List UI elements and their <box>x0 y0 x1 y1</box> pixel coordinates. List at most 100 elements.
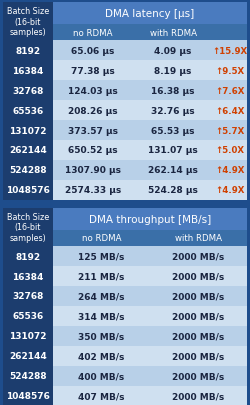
Bar <box>53 230 150 246</box>
Bar <box>3 41 53 61</box>
Text: ↑15.9X: ↑15.9X <box>212 47 248 55</box>
Bar <box>133 61 213 81</box>
Bar <box>3 306 53 326</box>
Bar <box>133 161 213 181</box>
Bar <box>53 81 133 101</box>
Text: 8192: 8192 <box>16 47 40 55</box>
Bar <box>3 246 53 266</box>
Bar <box>213 181 247 200</box>
Bar <box>3 366 53 386</box>
Text: 65.06 µs: 65.06 µs <box>71 47 115 55</box>
Bar <box>53 366 150 386</box>
Text: 262.14 µs: 262.14 µs <box>148 166 198 175</box>
Bar <box>213 161 247 181</box>
Bar <box>53 121 133 141</box>
Bar <box>53 161 133 181</box>
Text: ↑5.7X: ↑5.7X <box>216 126 244 135</box>
Text: 208.26 µs: 208.26 µs <box>68 106 118 115</box>
Bar <box>150 306 247 326</box>
Text: 65536: 65536 <box>12 106 44 115</box>
Bar <box>150 366 247 386</box>
Bar <box>133 25 213 41</box>
Bar <box>3 81 53 101</box>
Bar <box>213 141 247 161</box>
Text: ↑7.6X: ↑7.6X <box>215 86 245 95</box>
Bar <box>53 326 150 346</box>
Text: 124.03 µs: 124.03 µs <box>68 86 118 95</box>
Bar <box>3 286 53 306</box>
Bar <box>133 181 213 200</box>
Bar <box>150 266 247 286</box>
Text: with RDMA: with RDMA <box>150 28 196 37</box>
Bar <box>53 3 247 25</box>
Bar <box>150 246 247 266</box>
Text: DMA latency [µs]: DMA latency [µs] <box>106 9 194 19</box>
Text: 2000 MB/s: 2000 MB/s <box>172 352 225 360</box>
Text: 16384: 16384 <box>12 272 44 281</box>
Bar <box>3 3 53 41</box>
Text: 2000 MB/s: 2000 MB/s <box>172 292 225 301</box>
Text: 1048576: 1048576 <box>6 186 50 195</box>
Text: 262144: 262144 <box>9 146 47 155</box>
Text: 77.38 µs: 77.38 µs <box>71 66 115 75</box>
Text: 524288: 524288 <box>9 166 47 175</box>
Text: 407 MB/s: 407 MB/s <box>78 392 125 401</box>
Text: ↑5.0X: ↑5.0X <box>216 146 244 155</box>
Text: 65.53 µs: 65.53 µs <box>151 126 195 135</box>
Text: with RDMA: with RDMA <box>175 234 222 243</box>
Bar <box>133 121 213 141</box>
Text: 350 MB/s: 350 MB/s <box>78 332 124 341</box>
Text: 32.76 µs: 32.76 µs <box>151 106 195 115</box>
Text: 400 MB/s: 400 MB/s <box>78 371 124 381</box>
Bar <box>3 386 53 405</box>
Bar <box>213 81 247 101</box>
Bar <box>213 121 247 141</box>
Text: 16.38 µs: 16.38 µs <box>151 86 195 95</box>
Text: 2000 MB/s: 2000 MB/s <box>172 272 225 281</box>
Bar <box>3 209 53 246</box>
Bar <box>53 141 133 161</box>
Bar <box>150 326 247 346</box>
Bar <box>150 286 247 306</box>
Text: 131072: 131072 <box>9 332 47 341</box>
Text: 2000 MB/s: 2000 MB/s <box>172 332 225 341</box>
Bar <box>53 25 133 41</box>
Bar <box>53 286 150 306</box>
Bar <box>213 25 247 41</box>
Bar <box>53 246 150 266</box>
Text: 2574.33 µs: 2574.33 µs <box>65 186 121 195</box>
Text: ↑4.9X: ↑4.9X <box>215 166 245 175</box>
Text: 2000 MB/s: 2000 MB/s <box>172 312 225 321</box>
Text: 16384: 16384 <box>12 66 44 75</box>
Text: 8.19 µs: 8.19 µs <box>154 66 192 75</box>
Bar <box>150 346 247 366</box>
Text: no RDMA: no RDMA <box>82 234 121 243</box>
Bar <box>3 346 53 366</box>
Text: DMA throughput [MB/s]: DMA throughput [MB/s] <box>89 215 211 224</box>
Bar <box>133 81 213 101</box>
Text: 131.07 µs: 131.07 µs <box>148 146 198 155</box>
Bar <box>133 101 213 121</box>
Bar <box>133 141 213 161</box>
Bar <box>3 161 53 181</box>
Bar <box>53 41 133 61</box>
Text: 211 MB/s: 211 MB/s <box>78 272 125 281</box>
Text: 524.28 µs: 524.28 µs <box>148 186 198 195</box>
Bar <box>53 386 150 405</box>
Bar <box>150 230 247 246</box>
Text: 32768: 32768 <box>12 292 44 301</box>
Bar <box>53 209 247 230</box>
Text: 2000 MB/s: 2000 MB/s <box>172 252 225 261</box>
Bar <box>213 101 247 121</box>
Bar <box>3 61 53 81</box>
Bar <box>53 306 150 326</box>
Bar <box>213 41 247 61</box>
Text: 1307.90 µs: 1307.90 µs <box>65 166 121 175</box>
Text: 2000 MB/s: 2000 MB/s <box>172 371 225 381</box>
Bar <box>3 121 53 141</box>
Bar <box>3 141 53 161</box>
Bar <box>53 181 133 200</box>
Text: 131072: 131072 <box>9 126 47 135</box>
Text: 8192: 8192 <box>16 252 40 261</box>
Text: 373.57 µs: 373.57 µs <box>68 126 118 135</box>
